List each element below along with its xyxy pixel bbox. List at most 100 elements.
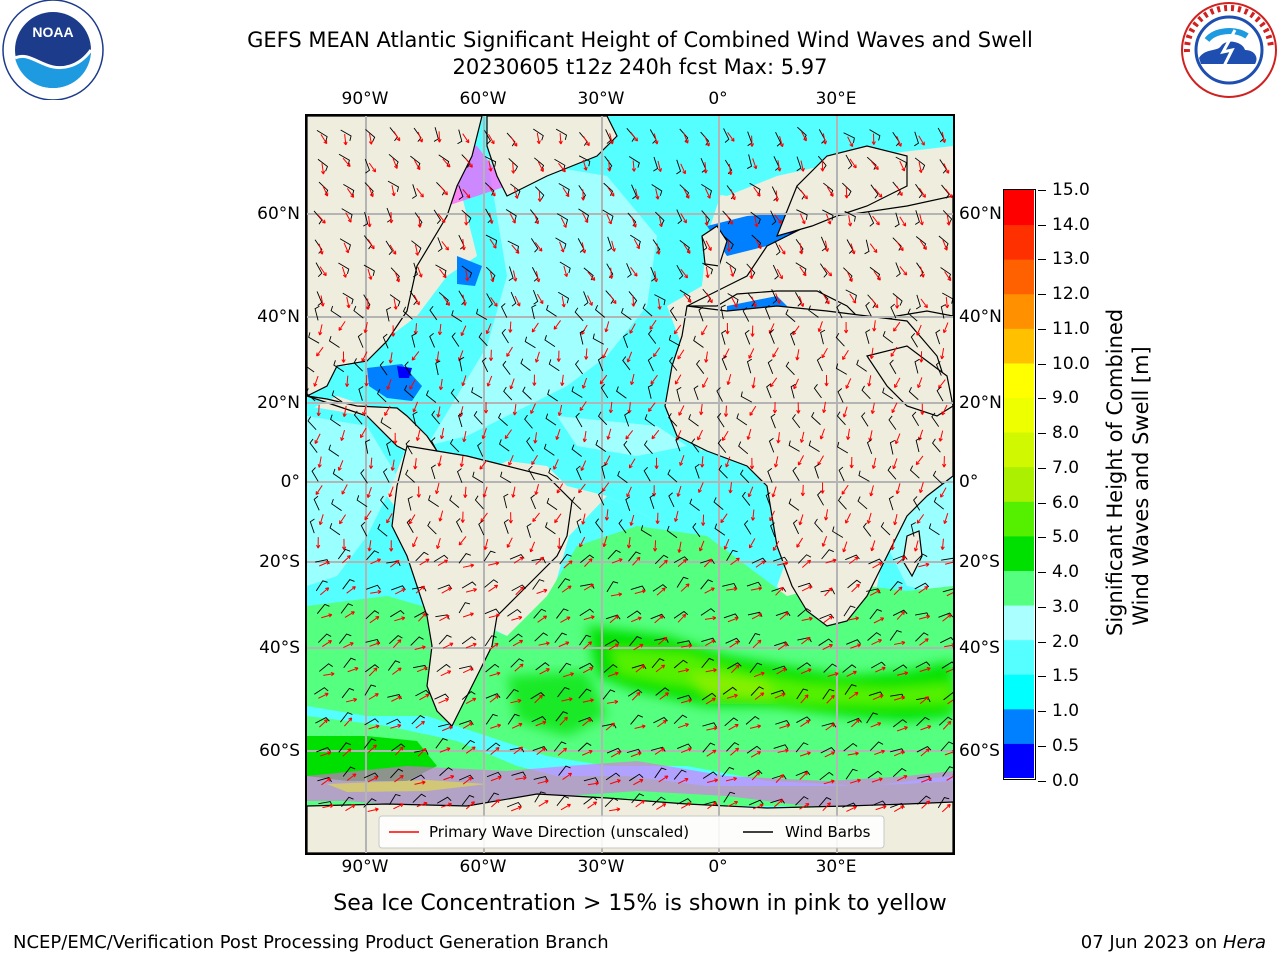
wind-barb [559, 553, 572, 565]
colorbar-tick: 12.0 [1038, 284, 1090, 304]
wave-direction-arrow [776, 667, 787, 675]
wave-direction-arrow [776, 268, 783, 280]
wind-barb [865, 329, 871, 344]
wind-barb [701, 692, 717, 701]
wave-direction-arrow [677, 777, 689, 784]
wind-barb [595, 439, 607, 453]
wave-direction-arrow [779, 611, 789, 620]
wave-direction-arrow [390, 459, 395, 471]
wind-barb [620, 307, 632, 321]
wind-barb [935, 329, 941, 345]
lat-tick-left: 0° [280, 472, 300, 492]
wave-direction-arrow [942, 322, 949, 334]
wind-barb [667, 469, 678, 483]
wind-barb [775, 720, 790, 725]
wind-barb [511, 584, 527, 592]
wave-direction-arrow [393, 131, 401, 142]
wave-direction-arrow [751, 377, 756, 389]
wind-barb [578, 716, 594, 723]
wave-direction-arrow [514, 663, 524, 672]
wind-barb [676, 386, 682, 402]
wave-direction-arrow [824, 240, 830, 252]
wave-direction-arrow [752, 803, 764, 810]
colorbar-segment [1004, 639, 1034, 675]
wind-barb [796, 716, 811, 723]
wave-direction-arrow [415, 585, 426, 594]
wave-direction-arrow [870, 540, 876, 552]
wind-barb [771, 186, 778, 201]
wind-barb [750, 211, 761, 225]
wind-barb [604, 639, 620, 647]
wave-direction-arrow [438, 510, 444, 522]
wind-barb [819, 771, 834, 781]
wave-direction-arrow [341, 351, 346, 363]
wind-barb [702, 771, 718, 779]
wind-barb [770, 413, 776, 429]
colorbar-segment [1004, 535, 1034, 571]
wind-barb [841, 182, 852, 197]
date-stamp: 07 Jun 2023 on Hera [1080, 932, 1266, 953]
wind-barb [576, 518, 582, 534]
wind-barb [795, 742, 809, 753]
wind-barb [583, 291, 589, 306]
wind-barb [557, 686, 570, 698]
wave-direction-arrow [706, 778, 719, 783]
wave-direction-arrow [704, 351, 709, 363]
wind-barb [307, 366, 315, 373]
wind-barb [941, 557, 953, 561]
wave-direction-arrow [367, 215, 372, 228]
wave-direction-arrow [316, 346, 324, 357]
left-latitude-ticks: 60°N 40°N 20°N 0° 20°S 40°S 60°S [230, 0, 305, 960]
wind-barb [360, 521, 368, 537]
wave-direction-arrow [563, 672, 574, 678]
wind-barb [412, 262, 418, 278]
wave-direction-arrow [346, 586, 356, 594]
wind-barb [534, 791, 546, 803]
wind-barb [888, 415, 897, 430]
wind-barb [845, 554, 860, 561]
wave-direction-arrow [462, 612, 474, 618]
wind-barb [471, 387, 483, 399]
wave-direction-arrow [821, 347, 828, 359]
colorbar-tick: 10.0 [1038, 354, 1090, 374]
wind-barb [575, 412, 583, 428]
wave-direction-arrow [897, 671, 909, 676]
wind-barb [555, 711, 568, 722]
lat-tick-right: 60°N [959, 204, 1002, 224]
wave-direction-arrow [582, 749, 593, 756]
lat-tick-right: 20°S [959, 552, 1000, 572]
wind-barb [601, 463, 607, 479]
wave-direction-arrow [512, 639, 524, 647]
wind-barb [382, 333, 389, 349]
wave-direction-arrow [317, 214, 326, 224]
wind-barb [738, 441, 749, 455]
wind-barb [382, 468, 390, 483]
wave-direction-arrow [462, 189, 471, 199]
wind-barb [649, 494, 655, 509]
wind-barb [451, 332, 460, 347]
wind-barb [386, 441, 392, 456]
wave-direction-arrow [532, 374, 537, 386]
wind-barb [917, 795, 931, 805]
wind-barb [796, 662, 812, 670]
wind-barb [428, 495, 439, 507]
wave-direction-arrow [800, 484, 805, 497]
wave-direction-arrow [723, 539, 730, 550]
wave-direction-arrow [556, 350, 561, 362]
wave-direction-arrow [368, 724, 380, 730]
wind-barb [579, 634, 592, 646]
wind-barb [788, 440, 800, 452]
wave-direction-arrow [729, 640, 740, 648]
wind-barb [693, 385, 699, 401]
wind-barb [602, 209, 614, 222]
wave-direction-arrow [630, 616, 642, 623]
wind-barb [508, 266, 514, 282]
wind-barb [317, 158, 329, 172]
wave-direction-arrow [414, 244, 420, 256]
noaa-logo-text: NOAA [32, 24, 73, 40]
wind-barb [380, 417, 392, 430]
wind-barb [484, 608, 500, 615]
wind-barb [484, 182, 495, 196]
wave-direction-arrow [436, 406, 441, 418]
wave-direction-arrow [658, 559, 668, 569]
